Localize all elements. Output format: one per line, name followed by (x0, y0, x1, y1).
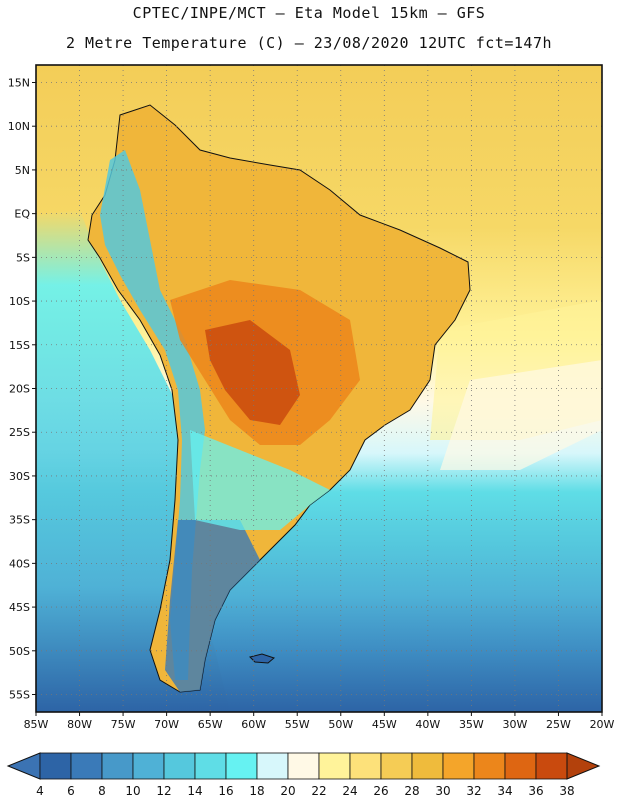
colorbar-label: 28 (404, 784, 419, 798)
lon-label: 70W (154, 718, 179, 731)
colorbar-label: 38 (559, 784, 574, 798)
colorbar-label: 20 (280, 784, 295, 798)
lon-label: 40W (415, 718, 440, 731)
colorbar-label: 16 (218, 784, 233, 798)
lat-label: 50S (9, 645, 30, 658)
lat-label: 45S (9, 601, 30, 614)
colorbar-left-cap (6, 752, 41, 780)
colorbar-label: 6 (67, 784, 75, 798)
colorbar-swatch (194, 752, 227, 780)
latitude-axis: 15N 10N 5N EQ 5S 10S 15S 20S 25S 30S 35S 40S 45S 50S 5… (8, 76, 36, 702)
colorbar-label: 10 (125, 784, 140, 798)
colorbar-swatch (225, 752, 258, 780)
lat-label: 10N (8, 120, 30, 133)
title-line-1: CPTEC/INPE/MCT – Eta Model 15km – GFS (132, 4, 486, 22)
lon-label: 20W (590, 718, 615, 731)
colorbar-label: 32 (466, 784, 481, 798)
colorbar-label: 12 (156, 784, 171, 798)
lat-label: 30S (9, 470, 30, 483)
lon-label: 30W (502, 718, 527, 731)
colorbar-swatch (39, 752, 72, 780)
lon-label: 35W (459, 718, 484, 731)
colorbar-label: 24 (342, 784, 357, 798)
lat-label: 5N (15, 164, 30, 177)
colorbar-swatch (318, 752, 351, 780)
colorbar-swatch (504, 752, 537, 780)
lat-label: 15N (8, 76, 30, 89)
colorbar-swatch (473, 752, 506, 780)
lon-label: 75W (111, 718, 136, 731)
colorbar-swatch (132, 752, 165, 780)
lat-label: 20S (9, 383, 30, 396)
hottest-core (205, 320, 300, 425)
title-line-2: 2 Metre Temperature (C) – 23/08/2020 12U… (65, 34, 553, 52)
colorbar-swatch (287, 752, 320, 780)
colorbar-label: 26 (373, 784, 388, 798)
colorbar-swatch (380, 752, 413, 780)
lat-label: 25S (9, 426, 30, 439)
lon-label: 65W (198, 718, 223, 731)
colorbar-right-cap (566, 752, 601, 780)
colorbar-label: 22 (311, 784, 326, 798)
colorbar-label: 14 (187, 784, 202, 798)
colorbar-label: 18 (249, 784, 264, 798)
lat-label: 55S (9, 689, 30, 702)
lat-label: 40S (9, 557, 30, 570)
lat-label: 35S (9, 514, 30, 527)
lon-label: 50W (328, 718, 353, 731)
lat-label: 10S (9, 295, 30, 308)
colorbar-swatch (70, 752, 103, 780)
colorbar-label: 34 (497, 784, 512, 798)
lat-label: 5S (16, 251, 30, 264)
lat-label: EQ (14, 208, 30, 221)
pampas-cool (190, 430, 330, 530)
colorbar-swatch (535, 752, 568, 780)
lat-label: 15S (9, 339, 30, 352)
lon-label: 45W (372, 718, 397, 731)
lon-label: 55W (285, 718, 310, 731)
colorbar: 4 6 8 10 12 14 16 18 20 22 24 26 28 30 32 34 36 38 (6, 752, 601, 798)
lon-label: 60W (241, 718, 266, 731)
colorbar-swatch (101, 752, 134, 780)
lon-label: 85W (24, 718, 49, 731)
colorbar-swatch (411, 752, 444, 780)
falkland-islands (249, 653, 276, 664)
colorbar-label: 30 (435, 784, 450, 798)
colorbar-label: 36 (528, 784, 543, 798)
atlantic-pale-region (440, 360, 602, 470)
colorbar-swatch (442, 752, 475, 780)
lon-label: 25W (546, 718, 571, 731)
lon-label: 80W (67, 718, 92, 731)
colorbar-label: 8 (98, 784, 106, 798)
colorbar-swatch (349, 752, 382, 780)
colorbar-swatch (256, 752, 289, 780)
colorbar-label: 4 (36, 784, 44, 798)
longitude-axis: 85W 80W 75W 70W 65W 60W 55W 50W 45W 40W 35W 30W 25W 2… (24, 712, 615, 731)
colorbar-swatch (163, 752, 196, 780)
